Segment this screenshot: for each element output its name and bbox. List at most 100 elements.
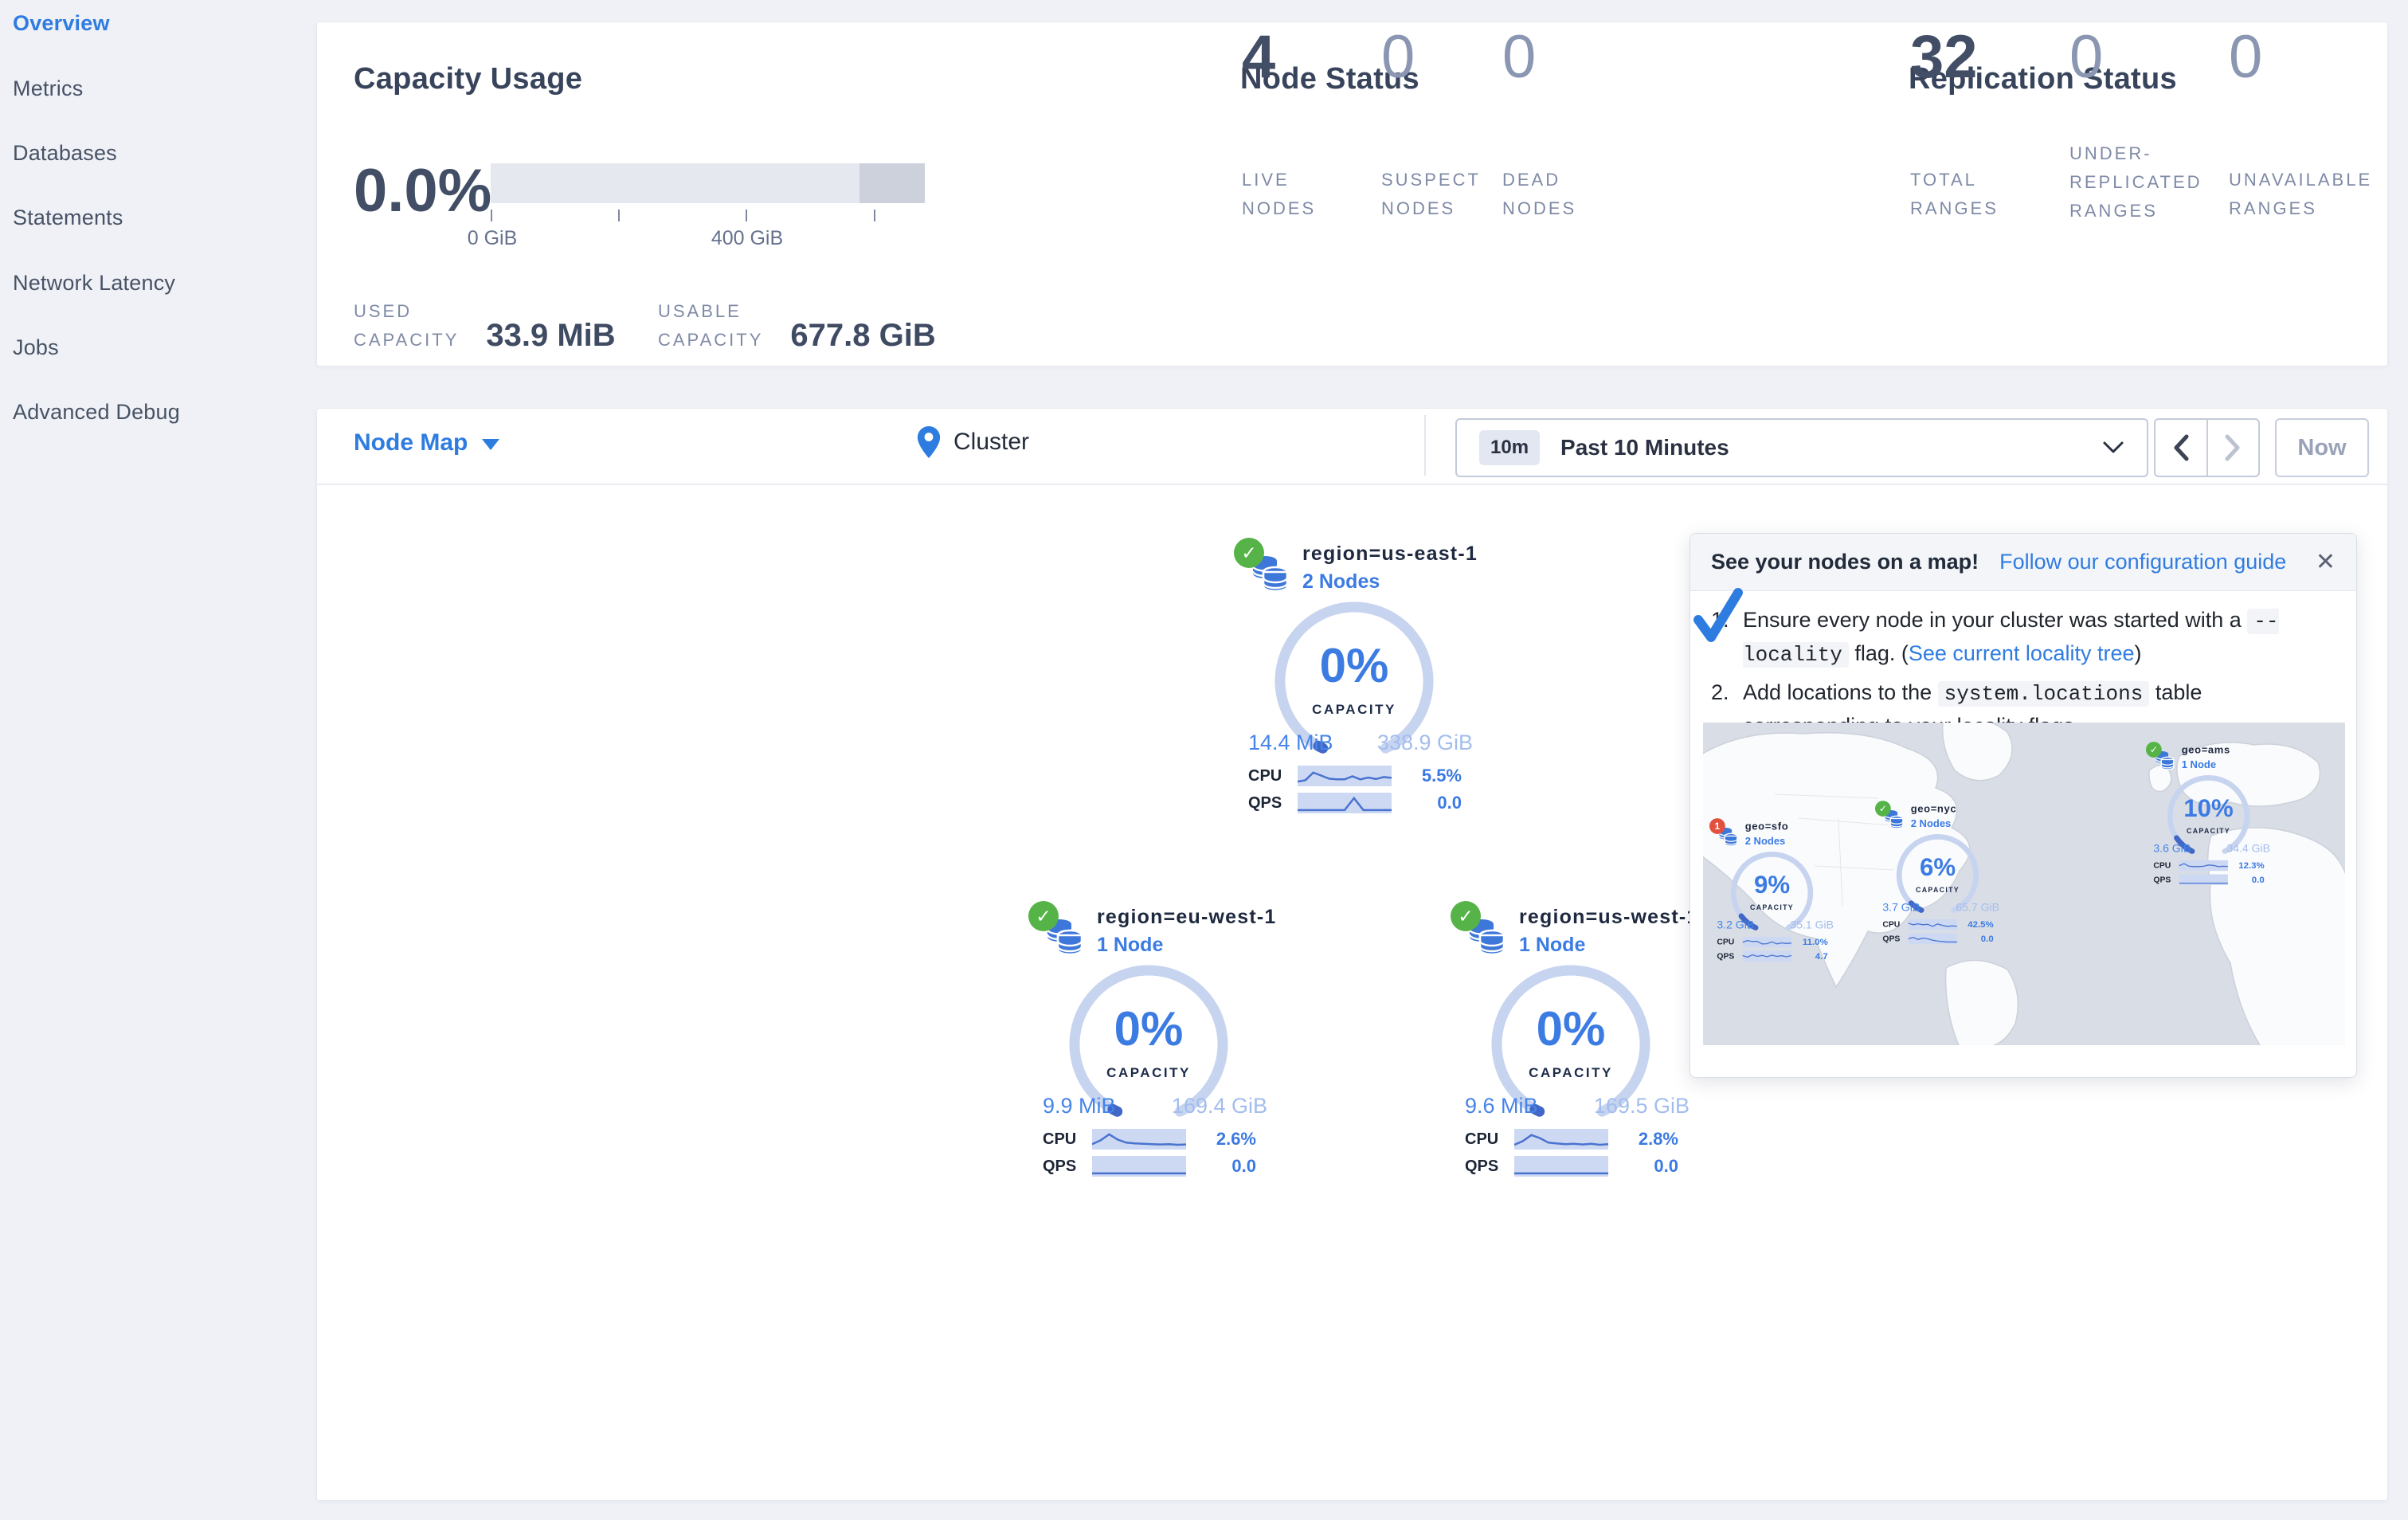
capacity-bar-tick bbox=[746, 210, 747, 221]
capacity-bar-tick-label: 400 GiB bbox=[711, 227, 784, 249]
sidebar-item-statements[interactable]: Statements bbox=[13, 206, 123, 229]
node-header: ✓ region=us-west-1 1 Node bbox=[1451, 898, 1699, 957]
locality-breadcrumb[interactable]: Cluster bbox=[917, 426, 1029, 458]
cpu-label: CPU bbox=[1248, 766, 1282, 785]
cpu-value: 5.5% bbox=[1421, 766, 1462, 785]
node-group-geo-sfo[interactable]: 1 geo=sfo 2 Nodes 9% CAPACITY 3.2 GiB 35… bbox=[1709, 817, 1834, 962]
cpu-label: CPU bbox=[1717, 937, 1735, 947]
total-ranges-value: 32 bbox=[1910, 23, 1978, 91]
qps-sparkline bbox=[1514, 1156, 1608, 1177]
qps-label: QPS bbox=[1465, 1157, 1499, 1175]
node-count-label: 1 Node bbox=[1097, 934, 1164, 956]
step-text: Ensure every node in your cluster was st… bbox=[1743, 608, 2279, 668]
qps-label: QPS bbox=[2153, 875, 2171, 884]
suspect-nodes-stat: 0 SUSPECT NODES bbox=[1381, 22, 1478, 218]
sidebar-item-jobs[interactable]: Jobs bbox=[13, 335, 59, 359]
qps-sparkline bbox=[1298, 793, 1392, 813]
map-pin-icon bbox=[917, 426, 941, 458]
capacity-gauge: 10% CAPACITY bbox=[2167, 774, 2250, 858]
node-group-us-east-1[interactable]: ✓ region=us-east-1 2 Nodes 0% CAPACITY 1… bbox=[1234, 535, 1477, 813]
toolbar-divider bbox=[1424, 415, 1426, 476]
cpu-value: 42.5% bbox=[1968, 919, 1994, 930]
capacity-gauge: 9% CAPACITY bbox=[1730, 851, 1814, 934]
popup-step-1: 1. Ensure every node in your cluster was… bbox=[1711, 604, 2337, 672]
qps-metric: QPS 0.0 bbox=[1465, 1156, 1678, 1177]
node-health-check-icon: ✓ bbox=[2146, 742, 2162, 758]
node-health-check-icon: ✓ bbox=[1234, 538, 1264, 568]
sidebar-item-databases[interactable]: Databases bbox=[13, 141, 117, 165]
capacity-gauge: 0% CAPACITY bbox=[1274, 601, 1434, 761]
unavailable-value: 0 bbox=[2229, 23, 2263, 91]
qps-sparkline bbox=[2179, 874, 2228, 885]
capacity-values: 3.6 GiB 34.4 GiB bbox=[2153, 842, 2270, 855]
qps-label: QPS bbox=[1248, 793, 1282, 812]
cpu-label: CPU bbox=[2153, 860, 2171, 871]
chevron-down-icon bbox=[2103, 441, 2124, 453]
under-replicated-value: 0 bbox=[2069, 23, 2104, 91]
sidebar-item-advanced-debug[interactable]: Advanced Debug bbox=[13, 400, 180, 424]
qps-sparkline bbox=[1092, 1156, 1186, 1177]
node-group-geo-ams[interactable]: ✓ geo=ams 1 Node 10% CAPACITY 3.6 GiB 34… bbox=[2146, 740, 2270, 885]
capacity-usage-percent: 0.0% bbox=[354, 157, 492, 225]
cpu-metric: CPU 42.5% bbox=[1882, 919, 1994, 930]
capacity-gauge-percent: 10% bbox=[2183, 794, 2234, 822]
stat-label: CAPACITY bbox=[658, 330, 764, 350]
stat-label: RANGES bbox=[1910, 198, 1999, 218]
capacity-bar-tick bbox=[874, 210, 875, 221]
step-done-check-icon bbox=[1693, 588, 1743, 642]
locality-tree-link[interactable]: See current locality tree bbox=[1908, 641, 2135, 666]
stat-label: LIVE bbox=[1242, 170, 1290, 190]
node-group-geo-nyc[interactable]: ✓ geo=nyc 2 Nodes 6% CAPACITY 3.7 GiB 65… bbox=[1875, 799, 1999, 944]
capacity-total: 65.7 GiB bbox=[1956, 900, 1999, 914]
cpu-value: 12.3% bbox=[2238, 860, 2265, 871]
node-count-label: 1 Node bbox=[1519, 934, 1586, 956]
node-health-check-icon: ✓ bbox=[1875, 801, 1891, 817]
qps-value: 0.0 bbox=[1437, 793, 1462, 813]
capacity-total: 35.1 GiB bbox=[1790, 918, 1834, 931]
qps-label: QPS bbox=[1717, 951, 1735, 961]
view-mode-label: Node Map bbox=[354, 429, 468, 456]
stat-label: NODES bbox=[1502, 198, 1577, 218]
capacity-usage-bar: 0 GiB 400 GiB bbox=[468, 163, 925, 249]
configuration-guide-link[interactable]: Follow our configuration guide bbox=[1999, 550, 2287, 574]
cpu-sparkline bbox=[2179, 860, 2228, 872]
capacity-gauge-label: CAPACITY bbox=[1916, 886, 1960, 895]
node-group-eu-west-1[interactable]: ✓ region=eu-west-1 1 Node 0% CAPACITY 9.… bbox=[1028, 898, 1275, 1177]
qps-value: 0.0 bbox=[1231, 1156, 1256, 1176]
qps-metric: QPS 0.0 bbox=[1882, 933, 1994, 944]
sidebar-item-metrics[interactable]: Metrics bbox=[13, 76, 84, 100]
sidebar-item-overview[interactable]: Overview bbox=[13, 11, 110, 35]
now-button[interactable]: Now bbox=[2275, 418, 2369, 477]
cpu-sparkline bbox=[1092, 1129, 1186, 1150]
qps-value: 4.7 bbox=[1815, 950, 1828, 962]
qps-metric: QPS 0.0 bbox=[2153, 874, 2265, 885]
node-group-us-west-1[interactable]: ✓ region=us-west-1 1 Node 0% CAPACITY 9.… bbox=[1451, 898, 1697, 1177]
chevron-right-icon bbox=[2225, 434, 2240, 461]
popup-header: See your nodes on a map! Follow our conf… bbox=[1690, 534, 2356, 591]
time-forward-button[interactable] bbox=[2206, 420, 2259, 476]
sidebar-item-network-latency[interactable]: Network Latency bbox=[13, 271, 176, 295]
node-health-check-icon: ✓ bbox=[1028, 901, 1059, 931]
capacity-gauge-percent: 0% bbox=[1114, 1002, 1184, 1056]
node-locality-label: geo=sfo bbox=[1744, 821, 1789, 832]
qps-metric: QPS 0.0 bbox=[1043, 1156, 1256, 1177]
cpu-metric: CPU 2.6% bbox=[1043, 1129, 1256, 1150]
node-count-label: 2 Nodes bbox=[1910, 817, 1952, 829]
capacity-gauge-percent: 9% bbox=[1753, 871, 1791, 899]
capacity-total: 169.5 GiB bbox=[1593, 1094, 1690, 1118]
capacity-values: 9.9 MiB 169.4 GiB bbox=[1043, 1094, 1267, 1118]
time-range-select[interactable]: 10m Past 10 Minutes bbox=[1455, 418, 2148, 477]
used-capacity-value: 33.9 MiB bbox=[486, 318, 616, 353]
qps-sparkline bbox=[1908, 933, 1957, 944]
cpu-sparkline bbox=[1742, 936, 1791, 948]
view-mode-dropdown[interactable]: Node Map bbox=[354, 429, 500, 456]
capacity-values: 3.7 GiB 65.7 GiB bbox=[1882, 901, 1999, 914]
code-system-locations: system.locations bbox=[1937, 680, 2150, 707]
cpu-value: 11.0% bbox=[1802, 936, 1828, 947]
cluster-summary-panel: Capacity Usage 0.0% 0 GiB 400 GiB USED C… bbox=[316, 22, 2388, 366]
database-icon: ✓ bbox=[1234, 538, 1290, 594]
node-count-label: 1 Node bbox=[2181, 758, 2217, 770]
time-back-button[interactable] bbox=[2155, 420, 2206, 476]
qps-metric: QPS 0.0 bbox=[1248, 793, 1462, 813]
close-icon[interactable]: ✕ bbox=[2315, 549, 2336, 575]
